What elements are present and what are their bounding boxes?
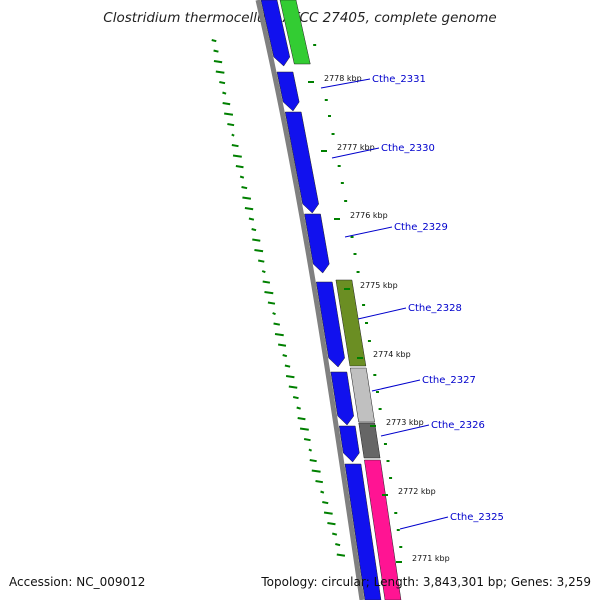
gc-skew-dash xyxy=(261,270,266,274)
gc-skew-dash xyxy=(297,417,306,421)
gene-label: Cthe_2327 xyxy=(422,375,476,386)
gene-label: Cthe_2330 xyxy=(381,143,435,154)
gene-leader-line xyxy=(331,147,380,159)
gene-block-cthe-2325 xyxy=(344,463,382,600)
coordinate-ticks: 2778 kbp 2777 kbp 2776 kbp 2775 kbp 2774 kbp… xyxy=(308,44,450,563)
tick-label: 2776 kbp xyxy=(350,211,388,220)
tick-label: 2773 kbp xyxy=(386,418,424,427)
genome-backbone xyxy=(255,0,365,600)
gc-skew-dash xyxy=(267,301,276,305)
feature-track xyxy=(260,0,402,600)
gc-skew-dash xyxy=(248,217,255,221)
gc-skew-dash xyxy=(262,280,271,284)
gc-skew-dash xyxy=(273,322,281,326)
gene-label: Cthe_2326 xyxy=(431,420,485,431)
gc-skew-dash xyxy=(222,91,227,95)
gene-leader-line xyxy=(371,379,421,392)
tick-label: 2777 kbp xyxy=(337,143,375,152)
gc-skew-dash xyxy=(327,522,336,526)
gc-skew-dashes xyxy=(211,39,346,557)
gc-skew-dash xyxy=(288,385,298,389)
gene-label: Cthe_2325 xyxy=(450,512,504,523)
gc-skew-dash xyxy=(336,553,346,557)
gc-skew-dash xyxy=(254,249,264,253)
gc-skew-dash xyxy=(311,469,321,473)
gc-skew-dash xyxy=(231,144,239,148)
gc-skew-dash xyxy=(213,49,219,53)
gc-skew-dash xyxy=(227,123,235,127)
gc-skew-dash xyxy=(251,228,257,232)
gc-skew-dash xyxy=(335,543,341,547)
gc-skew-dash xyxy=(303,438,311,442)
gc-skew-dash xyxy=(213,60,223,64)
gc-skew-dash xyxy=(244,207,254,211)
gc-skew-dash xyxy=(242,196,252,200)
gc-skew-dash xyxy=(315,480,324,484)
gc-skew-dash xyxy=(235,165,244,169)
gc-skew-dash xyxy=(239,175,245,179)
gene-leader-line xyxy=(320,78,371,89)
genome-summary: Topology: circular; Length: 3,843,301 bp… xyxy=(261,575,591,589)
tick-label: 2774 kbp xyxy=(373,350,411,359)
gene-leader-line xyxy=(399,516,449,530)
gc-skew-dash xyxy=(258,259,265,263)
gc-skew-dash xyxy=(272,312,276,316)
gene-block-darkgray xyxy=(358,422,381,459)
gc-skew-dash xyxy=(224,112,234,116)
gene-label: Cthe_2329 xyxy=(394,222,448,233)
gene-block-cthe-2327 xyxy=(330,371,354,426)
tick-label: 2778 kbp xyxy=(324,74,362,83)
gc-skew-dash xyxy=(323,511,333,515)
gc-skew-dash xyxy=(231,133,235,137)
gene-leader-line xyxy=(357,307,407,320)
gc-skew-dash xyxy=(222,102,231,106)
gc-skew-dash xyxy=(264,291,274,295)
gene-block-cthe-2329 xyxy=(304,213,330,274)
tick-label: 2771 kbp xyxy=(412,554,450,563)
gc-skew-dash xyxy=(284,364,291,368)
gene-labels: Cthe_2331 Cthe_2330 Cthe_2329 Cthe_2328 Cthe… xyxy=(320,74,504,530)
gene-block-olive xyxy=(335,279,367,367)
gene-block-pink xyxy=(364,459,402,600)
gc-skew-dash xyxy=(252,238,261,242)
gc-skew-dash xyxy=(296,406,301,410)
gc-skew-dash xyxy=(299,427,309,431)
gc-skew-dash xyxy=(309,459,317,463)
gc-skew-dash xyxy=(215,70,225,74)
gc-skew-dash xyxy=(331,532,338,536)
accession-text: Accession: NC_009012 xyxy=(9,575,146,589)
gc-skew-dash xyxy=(320,490,325,494)
gc-skew-dash xyxy=(211,39,217,43)
gene-block-cthe-2328 xyxy=(315,281,345,368)
gc-skew-dash xyxy=(285,375,295,379)
tick-label: 2772 kbp xyxy=(398,487,436,496)
gene-leader-line xyxy=(380,424,430,437)
gc-skew-dash xyxy=(219,81,226,85)
gene-block-silver xyxy=(349,367,375,423)
gene-block-cthe-2330 xyxy=(284,111,319,214)
gene-block-cthe-2326 xyxy=(338,425,360,463)
gc-skew-dash xyxy=(274,333,284,337)
gc-skew-dash xyxy=(292,396,299,400)
gc-skew-dash xyxy=(282,354,288,358)
gc-skew-dash xyxy=(241,186,248,190)
gc-skew-dash xyxy=(322,501,329,505)
gene-block-green xyxy=(279,0,311,65)
gc-skew-dash xyxy=(277,343,287,347)
gene-block-cthe-2331 xyxy=(276,71,300,112)
gene-label: Cthe_2328 xyxy=(408,303,462,314)
gene-label: Cthe_2331 xyxy=(372,74,426,85)
gene-block-forward xyxy=(260,0,291,67)
tick-label: 2775 kbp xyxy=(360,281,398,290)
gene-leader-line xyxy=(344,226,393,238)
gc-skew-dash xyxy=(232,154,242,158)
gc-skew-dash xyxy=(308,448,313,452)
